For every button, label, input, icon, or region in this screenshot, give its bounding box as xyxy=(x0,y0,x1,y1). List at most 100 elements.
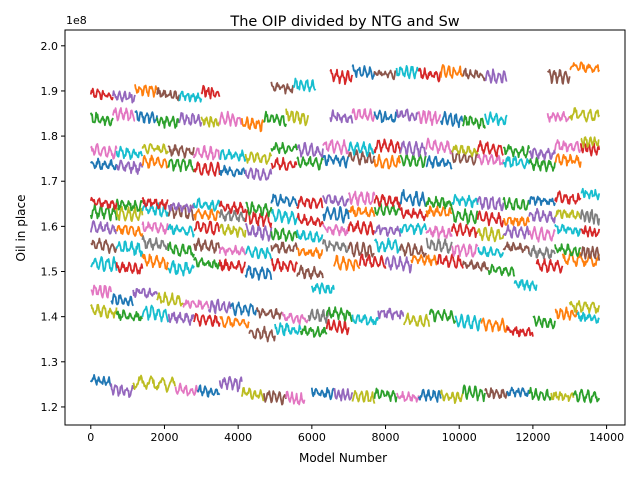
series-line-segment xyxy=(218,258,247,274)
series-line-segment xyxy=(358,253,387,269)
series-line-segment xyxy=(462,115,486,130)
series-line-segment xyxy=(373,387,398,403)
series-line-segment xyxy=(399,188,427,207)
x-tick-label: 8000 xyxy=(372,431,400,444)
series-line-segment xyxy=(134,84,158,98)
series-line-segment xyxy=(417,67,442,83)
series-line-segment xyxy=(351,314,380,326)
series-line-segment xyxy=(403,312,431,328)
x-axis: 0 2000 4000 6000 8000 10000 12000 14000 xyxy=(87,425,624,444)
series-line-segment xyxy=(395,108,420,122)
y-axis-label: Oil in place xyxy=(14,195,28,262)
series-line-segment xyxy=(439,64,464,79)
series-line-segment xyxy=(502,155,531,170)
series-line-segment xyxy=(546,111,571,123)
series-line-segment xyxy=(329,109,354,124)
series-line-segment xyxy=(580,136,600,149)
y-tick-label: 1.3 xyxy=(41,356,59,369)
series-line-segment xyxy=(436,253,464,269)
x-tick-label: 14000 xyxy=(589,431,624,444)
y-axis-offset-label: 1e8 xyxy=(66,14,87,27)
series-line-segment xyxy=(178,90,203,103)
series-line-segment xyxy=(110,293,135,307)
series-line-segment xyxy=(568,107,600,123)
series-line-segment xyxy=(141,221,170,235)
y-tick-label: 1.7 xyxy=(41,175,59,188)
y-axis: 1.2 1.3 1.4 1.5 1.6 1.7 1.8 1.9 2.0 xyxy=(41,40,65,414)
series-line-segment xyxy=(373,224,402,237)
series-line-segment xyxy=(296,195,324,210)
series-line-segment xyxy=(532,315,556,330)
series-line-segment xyxy=(240,116,265,133)
series-line-segment xyxy=(115,205,144,223)
series-line-segment xyxy=(425,225,453,239)
series-line-segment xyxy=(476,195,505,212)
series-line-segment xyxy=(528,244,556,260)
series-line-segment xyxy=(156,291,184,307)
series-line-segment xyxy=(322,205,350,224)
series-line-segment xyxy=(502,241,531,255)
series-line-segment xyxy=(454,313,482,332)
series-line-segment xyxy=(141,304,170,323)
series-line-segment xyxy=(439,110,464,129)
series-line-segment xyxy=(373,69,397,81)
x-tick-label: 0 xyxy=(87,431,94,444)
series-line-segment xyxy=(322,223,350,237)
series-line-segment xyxy=(310,282,335,295)
series-line-segment xyxy=(484,111,508,127)
series-line-segment xyxy=(580,225,601,238)
series-line-segment xyxy=(568,300,601,314)
x-tick-label: 6000 xyxy=(298,431,326,444)
series-line-segment xyxy=(347,190,376,207)
series-line-segment xyxy=(554,209,581,220)
series-line-segment xyxy=(535,257,564,274)
series-line-segment xyxy=(178,112,203,127)
series-line-segment xyxy=(554,306,578,321)
series-line-segment xyxy=(484,68,508,84)
x-tick-label: 10000 xyxy=(442,431,477,444)
series-line-segment xyxy=(528,225,556,243)
series-line-segment xyxy=(89,111,114,127)
series-line-segment xyxy=(218,164,247,178)
series-line-segment xyxy=(296,264,324,280)
series-line-segment xyxy=(399,207,427,222)
series-line-segment xyxy=(428,308,457,324)
series-line-segment xyxy=(141,234,170,251)
series-line-segment xyxy=(417,388,442,403)
series-line-segment xyxy=(502,196,530,211)
series-line-segment xyxy=(285,108,310,127)
series-line-segment xyxy=(218,209,246,223)
series-line-segment xyxy=(285,390,306,406)
series-line-segment xyxy=(310,386,335,401)
series-line-segment xyxy=(554,153,582,168)
series-line-segment xyxy=(528,147,556,161)
series-line-segment xyxy=(425,205,453,218)
series-line-segment xyxy=(425,195,453,210)
series-line-segment xyxy=(476,153,505,166)
series-line-segment xyxy=(263,390,287,406)
series-line-segment xyxy=(546,69,571,85)
series-line-segment xyxy=(373,138,402,154)
series-line-segment xyxy=(399,242,427,258)
series-line-segment xyxy=(270,227,298,242)
series-line-segment xyxy=(528,195,556,207)
series-line-segment xyxy=(167,202,195,214)
series-line-segment xyxy=(141,143,170,155)
series-line-segment xyxy=(462,259,489,272)
series-line-segment xyxy=(245,201,273,218)
series-line-segment xyxy=(156,87,181,102)
chart-title: The OIP divided by NTG and Sw xyxy=(229,14,459,30)
series-line-segment xyxy=(219,148,247,162)
series-line-segment xyxy=(528,156,556,173)
series-line-segment xyxy=(240,386,265,402)
series-line-segment xyxy=(193,161,221,177)
series-line-segment xyxy=(476,140,504,158)
series-line-segment xyxy=(451,144,479,158)
series-line-segment xyxy=(572,388,601,404)
series-line-segment xyxy=(347,205,376,218)
series-line-segment xyxy=(450,222,479,239)
series-line-segment xyxy=(554,139,582,154)
series-line-segment xyxy=(89,203,118,222)
plot-frame xyxy=(64,29,626,426)
